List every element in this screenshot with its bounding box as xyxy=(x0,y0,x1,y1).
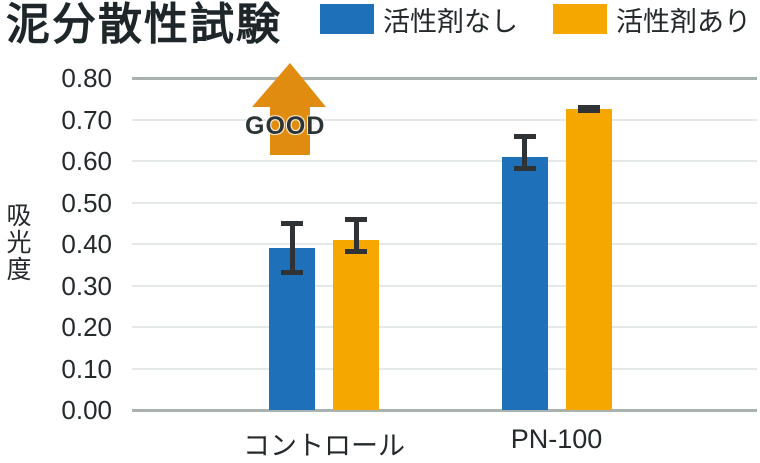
error-bar-cap-top xyxy=(577,104,600,110)
legend-swatch-blue xyxy=(320,4,374,34)
y-tick-label: 0.30 xyxy=(61,270,112,301)
x-axis-category-label: PN-100 xyxy=(510,424,603,454)
y-axis: 0.00 0.10 0.20 0.30 0.40 0.50 0.60 0.70 0.80 xyxy=(0,65,112,423)
y-tick-label: 0.10 xyxy=(61,353,112,384)
error-bar-cap-bottom xyxy=(577,108,600,114)
gridline xyxy=(132,160,757,162)
good-up-arrow-icon xyxy=(252,63,326,155)
arrow-shape xyxy=(252,63,326,155)
bar-blue-cat0 xyxy=(269,248,315,410)
gridline xyxy=(132,326,757,328)
plot-area: コントロール PN-100 xyxy=(132,76,757,461)
error-bar-cap-bottom xyxy=(345,249,367,255)
error-bar-line xyxy=(522,134,527,172)
gridline xyxy=(132,76,757,80)
gridline xyxy=(132,408,757,412)
y-tick-label: 0.80 xyxy=(61,63,112,93)
error-bar-cap-top xyxy=(281,221,303,227)
chart-title: 泥分散性試験 xyxy=(6,0,282,49)
error-bar-cap-top xyxy=(513,134,536,140)
y-tick-label: 0.20 xyxy=(61,312,112,342)
gridline xyxy=(132,118,757,121)
legend-item-no-surfactant: 活性剤なし xyxy=(320,2,518,37)
legend-label: 活性剤あり xyxy=(616,6,751,37)
x-axis-category-label: コントロール xyxy=(243,431,405,461)
gridline xyxy=(132,367,757,370)
gridline xyxy=(132,201,757,204)
legend-item-with-surfactant: 活性剤あり xyxy=(553,2,751,37)
error-bar-cap-bottom xyxy=(281,270,303,276)
good-annotation: GOOD xyxy=(245,112,326,140)
gridline xyxy=(132,284,757,287)
error-bar-cap-top xyxy=(345,217,367,223)
bar-orange-cat1 xyxy=(565,109,612,410)
gridline xyxy=(132,243,757,245)
y-tick-label: 0.40 xyxy=(61,229,112,259)
error-bar-line xyxy=(289,221,295,276)
legend-swatch-orange xyxy=(553,4,607,34)
y-axis-title: 吸光度 xyxy=(3,202,31,283)
y-tick-label: 0.50 xyxy=(61,187,112,218)
bar-blue-cat1 xyxy=(501,156,548,410)
y-tick-label: 0.70 xyxy=(61,104,112,135)
y-tick-label: 0.60 xyxy=(61,146,112,176)
legend-label: 活性剤なし xyxy=(383,6,518,37)
bar-orange-cat0 xyxy=(333,239,379,410)
error-bar-cap-bottom xyxy=(513,166,536,172)
error-bar-line xyxy=(353,217,359,255)
y-tick-label: 0.00 xyxy=(61,395,112,425)
